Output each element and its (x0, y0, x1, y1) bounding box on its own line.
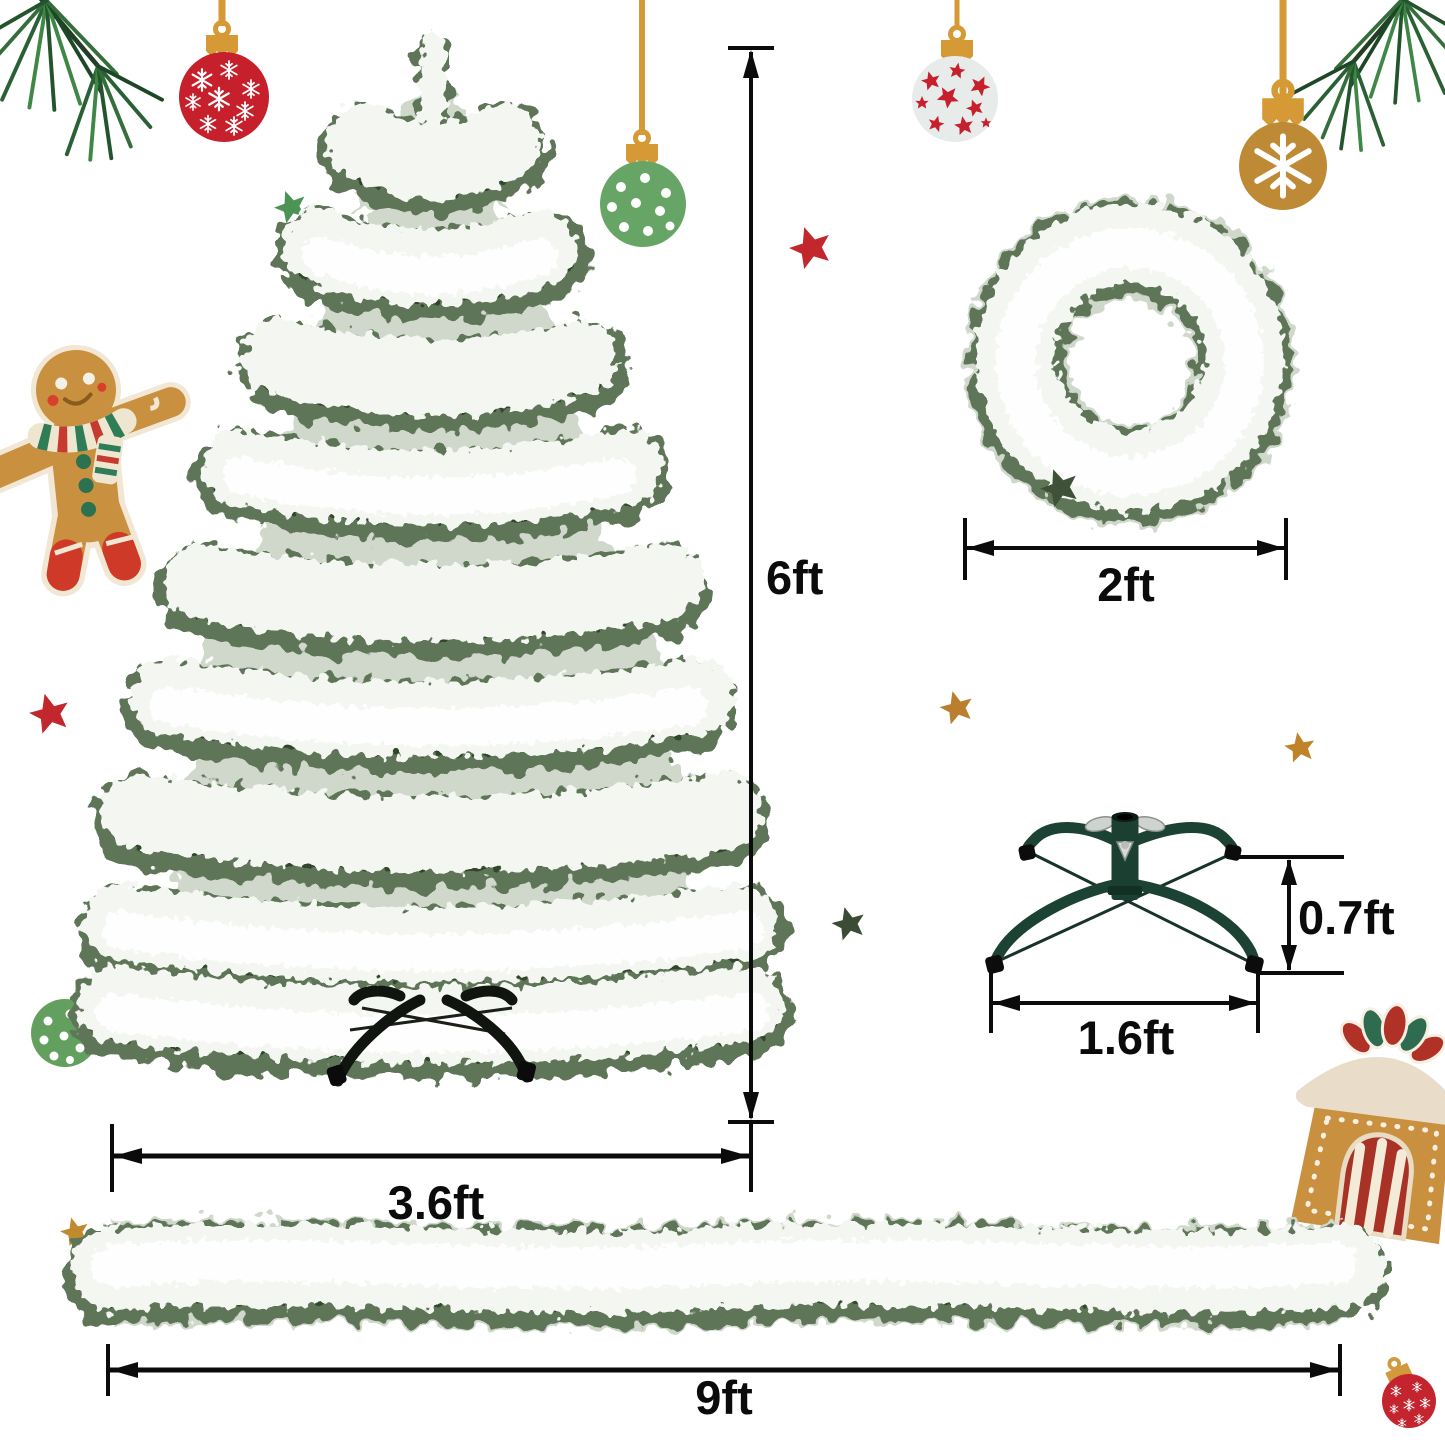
stand-height-dimension (1238, 855, 1344, 975)
red-bauble-icon (1379, 1352, 1436, 1428)
under-tree-stand-image (326, 985, 537, 1087)
tree-stand-image (985, 812, 1264, 975)
tree-height-dimension (728, 46, 774, 1124)
green-dot-bauble-icon (600, 0, 686, 247)
stand-diameter-label: 1.6ft (1077, 1011, 1175, 1064)
tree-width-label: 3.6ft (387, 1176, 485, 1229)
wreath-diameter-dimension (963, 518, 1288, 580)
gingerbread-house-icon (1290, 1003, 1445, 1245)
garland-length-dimension (106, 1344, 1342, 1396)
tan-star-icon (1282, 729, 1318, 764)
stand-height-label: 0.7ft (1298, 891, 1395, 944)
red-star-icon (784, 220, 837, 272)
red-star-icon (25, 688, 74, 736)
wreath-image (1016, 243, 1244, 510)
dark-green-star-icon (828, 902, 869, 942)
flocked-tree-image (115, 44, 751, 1072)
tree-height-label: 6ft (766, 551, 824, 604)
tree-width-dimension (110, 1124, 753, 1192)
garland-length-label: 9ft (695, 1371, 753, 1424)
red-snowflake-bauble-icon (179, 0, 269, 142)
gold-snowflake-bauble-icon (1239, 0, 1327, 210)
tan-star-icon (936, 686, 977, 726)
white-star-bauble-icon (912, 0, 998, 142)
stand-diameter-dimension (989, 973, 1260, 1033)
pine-sprig-icon (1293, 0, 1445, 150)
wreath-diameter-label: 2ft (1097, 558, 1155, 611)
garland-image (112, 1261, 1344, 1278)
gingerbread-man-icon (0, 345, 191, 597)
pine-sprig-icon (0, 0, 162, 160)
